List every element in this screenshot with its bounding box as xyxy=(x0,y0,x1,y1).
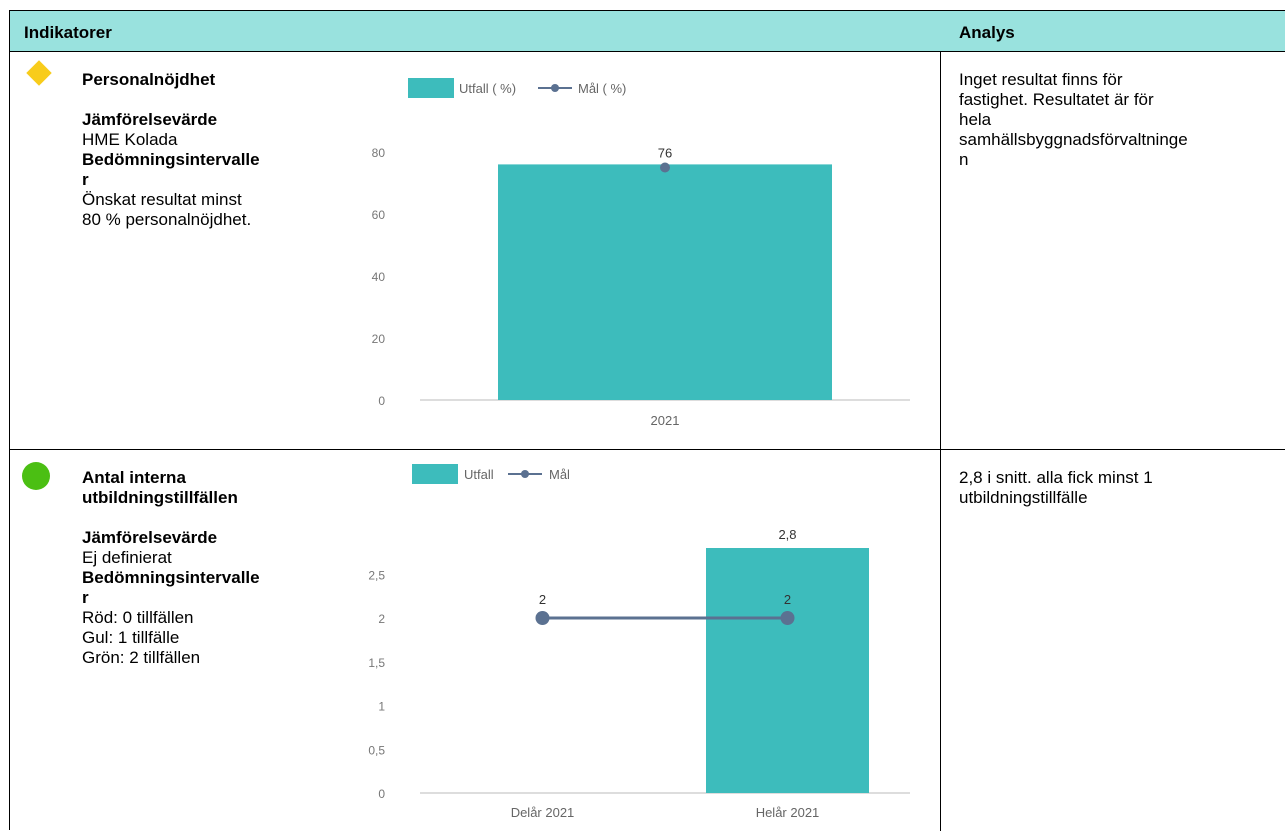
y-tick-label: 2 xyxy=(378,612,385,626)
table-header: Indikatorer Analys xyxy=(10,11,1285,52)
y-tick-label: 1 xyxy=(378,700,385,714)
column-divider xyxy=(940,450,941,831)
jamforelse-value: Ej definierat xyxy=(82,548,172,567)
legend-mal-label: Mål xyxy=(549,467,570,482)
jamforelse-label: Jämförelsevärde xyxy=(82,528,218,547)
table-row: Personalnöjdhet Jämförelsevärde HME Kola… xyxy=(10,52,1285,450)
indicator-title: Antal interna xyxy=(82,468,186,487)
bedomning-text-line: 80 % personalnöjdhet. xyxy=(82,210,252,229)
personalnojdhet-chart: Utfall ( %) Mål ( %) 0 20 40 60 80 2021 76 xyxy=(372,78,910,428)
analys-line: fastighet. Resultatet är för xyxy=(959,90,1154,109)
legend-mal-marker xyxy=(521,470,529,478)
analys-line: 2,8 i snitt. alla fick minst 1 xyxy=(959,468,1153,487)
analys-line: n xyxy=(959,150,969,169)
bar xyxy=(498,164,832,400)
indicator-title: Personalnöjdhet xyxy=(82,70,216,89)
y-tick-label: 0,5 xyxy=(368,743,385,757)
column-divider xyxy=(940,52,941,449)
indicator-table: Indikatorer Analys Personalnöjdhet Jämfö… xyxy=(9,10,1285,831)
target-value-label: 2 xyxy=(539,592,546,607)
header-analys: Analys xyxy=(959,23,1015,42)
bedomning-text-line: Gul: 1 tillfälle xyxy=(82,628,180,647)
target-point xyxy=(535,611,550,625)
legend-utfall-label: Utfall xyxy=(464,467,494,482)
x-tick-label: Helår 2021 xyxy=(756,805,820,820)
yellow-diamond-status-icon xyxy=(26,60,52,86)
analys-line: samhällsbyggnadsförvaltninge xyxy=(959,130,1188,149)
indicator-info: Personalnöjdhet Jämförelsevärde HME Kola… xyxy=(82,70,292,230)
analys-line: hela xyxy=(959,110,992,129)
y-tick-label: 1,5 xyxy=(368,656,385,670)
bedomning-label-cont: r xyxy=(82,588,89,607)
legend-mal-label: Mål ( %) xyxy=(578,81,626,96)
y-tick-label: 80 xyxy=(372,146,386,160)
table-row: Antal interna utbildningstillfällen Jämf… xyxy=(10,450,1285,831)
target-value-label: 2 xyxy=(784,592,791,607)
y-tick-label: 60 xyxy=(372,208,386,222)
legend-utfall-swatch xyxy=(408,78,454,98)
bar xyxy=(706,548,869,793)
y-tick-label: 40 xyxy=(372,270,386,284)
legend-mal-marker xyxy=(551,84,559,92)
target-point xyxy=(780,611,795,625)
y-tick-label: 0 xyxy=(378,787,385,801)
header-indikatorer: Indikatorer xyxy=(24,23,112,42)
y-tick-label: 20 xyxy=(372,332,386,346)
legend-utfall-label: Utfall ( %) xyxy=(459,81,516,96)
indicator-title-cont: utbildningstillfällen xyxy=(82,488,238,507)
y-tick-label: 2,5 xyxy=(368,568,385,582)
bedomning-text-line: Grön: 2 tillfällen xyxy=(82,648,201,667)
jamforelse-value: HME Kolada xyxy=(82,130,178,149)
bar-value-label: 2,8 xyxy=(778,527,796,542)
green-circle-status-icon xyxy=(22,462,50,490)
bedomning-label: Bedömningsintervalle xyxy=(82,568,260,587)
bar-value-label: 76 xyxy=(658,145,672,160)
indicator-info: Antal interna utbildningstillfällen Jämf… xyxy=(82,468,292,668)
analys-line: utbildningstillfälle xyxy=(959,488,1088,507)
x-tick-label: Delår 2021 xyxy=(511,805,575,820)
bedomning-text-line: Röd: 0 tillfällen xyxy=(82,608,194,627)
y-tick-label: 0 xyxy=(378,394,385,408)
target-point xyxy=(660,162,670,173)
utbildningstillfallen-chart: Utfall Mål 0 0,5 1 1,5 2 2,5 Delår 2021 2,8 Helå… xyxy=(368,464,910,820)
x-tick-label: 2021 xyxy=(651,413,680,428)
analys-text: Inget resultat finns för fastighet. Resu… xyxy=(959,70,1279,170)
analys-text: 2,8 i snitt. alla fick minst 1 utbildnin… xyxy=(959,468,1279,508)
bedomning-text-line: Önskat resultat minst xyxy=(82,190,242,209)
bedomning-label: Bedömningsintervalle xyxy=(82,150,260,169)
legend-utfall-swatch xyxy=(412,464,458,484)
jamforelse-label: Jämförelsevärde xyxy=(82,110,218,129)
bedomning-label-cont: r xyxy=(82,170,89,189)
analys-line: Inget resultat finns för xyxy=(959,70,1123,89)
